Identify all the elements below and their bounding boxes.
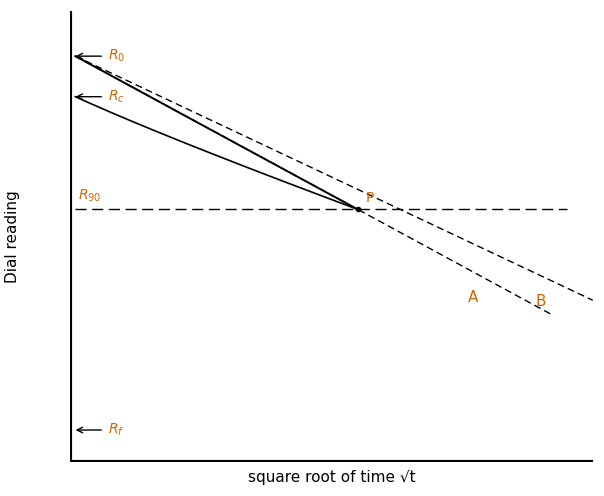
Text: A: A [467, 290, 478, 305]
Text: P: P [365, 191, 374, 205]
Text: Dial reading: Dial reading [5, 190, 20, 283]
X-axis label: square root of time √t: square root of time √t [248, 470, 416, 485]
Text: $R_f$: $R_f$ [108, 422, 124, 438]
Text: $R_{90}$: $R_{90}$ [78, 187, 101, 204]
Text: $R_c$: $R_c$ [108, 88, 124, 105]
Text: $R_0$: $R_0$ [108, 48, 125, 64]
Text: B: B [535, 294, 546, 309]
